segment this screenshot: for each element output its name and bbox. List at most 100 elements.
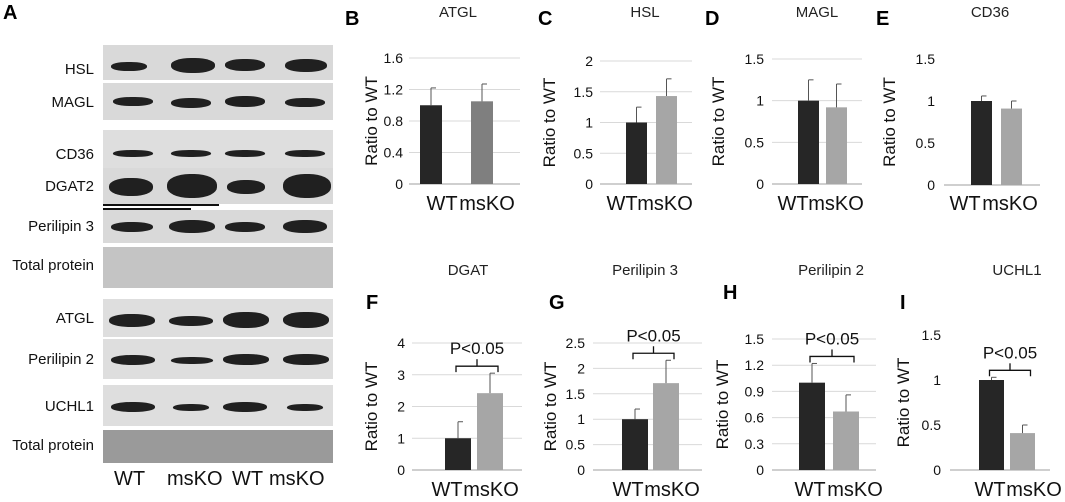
significance-label: P<0.05 [450,339,504,358]
chart-title: HSL [630,4,659,21]
blot-row-label-atgl: ATGL [55,310,94,327]
y-axis-label: Ratio to WT [880,77,899,167]
x-category-label: WT [426,193,457,215]
blot-strip-uchl1 [103,385,333,426]
x-category-label: WT [777,193,808,215]
western-blot-panel: A HSL MAGL CD36 DGAT2 [0,0,340,502]
significance-label: P<0.05 [805,329,859,348]
y-tick-label: 1.5 [566,386,586,402]
panel-letter-a: A [3,2,18,24]
panel-letter-e: E [876,8,890,30]
y-tick-label: 1 [585,115,593,131]
y-tick-label: 1.2 [745,357,765,373]
y-tick-label: 0.5 [922,417,942,433]
y-tick-label: 0 [585,176,593,192]
y-tick-label: 1 [756,93,764,109]
x-category-label: WT [949,193,980,215]
x-category-label: WT [431,479,462,501]
bar-wt [445,438,471,470]
x-category-label: msKO [1006,479,1062,501]
y-tick-label: 1.5 [916,51,936,67]
y-tick-label: 0 [397,462,405,478]
y-tick-label: 2.5 [566,335,586,351]
blot-strip-dgat2 [103,168,333,204]
y-tick-label: 2 [585,53,593,69]
x-category-label: msKO [808,193,864,215]
y-axis-label: Ratio to WT [709,77,728,167]
panel-letter-f: F [366,292,379,314]
significance-bracket [632,352,675,360]
chart-title: MAGL [796,4,839,21]
y-axis-label: Ratio to WT [362,362,381,452]
significance-label: P<0.05 [983,343,1037,362]
lane-label: msKO [269,468,325,490]
blot-row-label-magl: MAGL [51,94,94,111]
y-tick-label: 0 [756,176,764,192]
y-tick-label: 0.9 [745,383,765,399]
bar-wt [799,382,825,470]
x-category-label: msKO [459,193,515,215]
blot-row-label-dgat2: DGAT2 [45,178,94,195]
blot-strip-hsl [103,45,333,80]
blot-row-label-cd36: CD36 [55,146,94,163]
x-category-label: WT [974,479,1005,501]
blot-strip-total-protein [103,430,333,463]
blot-row-label-total-protein: Total protein [12,257,94,274]
bar-wt [979,380,1004,470]
y-tick-label: 1.2 [384,82,404,98]
y-tick-label: 1 [927,93,935,109]
bar-wt [626,122,647,184]
x-category-label: WT [794,479,825,501]
bar-msko [826,107,847,184]
y-tick-label: 1.6 [384,50,404,66]
blot-strip-cd36 [103,130,333,168]
bar-wt [971,101,992,185]
y-tick-label: 1.5 [574,84,594,100]
bar-msko [833,411,859,470]
blot-divider-line [103,208,191,210]
x-category-label: msKO [644,479,700,501]
y-tick-label: 1.5 [745,331,765,347]
y-tick-label: 1.5 [745,51,765,67]
chart-title: DGAT [448,262,489,279]
panel-letter-c: C [538,8,553,30]
chart-title: ATGL [439,4,477,21]
panel-letter-h: H [723,282,738,304]
bar-msko [656,96,677,184]
bar-msko [471,101,493,184]
significance-label: P<0.05 [626,326,680,345]
y-tick-label: 1 [933,372,941,388]
y-tick-label: 0.4 [384,145,404,161]
chart-title: CD36 [971,4,1009,21]
lane-label: WT [232,468,264,490]
y-axis-label: Ratio to WT [894,358,913,448]
x-category-label: msKO [637,193,693,215]
bar-msko [653,383,679,470]
y-tick-label: 0 [577,462,585,478]
x-category-label: msKO [982,193,1038,215]
chart-title: UCHL1 [992,262,1041,279]
blot-divider-line [103,204,219,206]
x-category-label: msKO [463,479,519,501]
y-axis-label: Ratio to WT [362,76,381,166]
bar-msko [1001,108,1022,185]
bar-msko [1010,433,1035,470]
blot-strip-atgl [103,299,333,337]
y-tick-label: 0 [756,462,764,478]
blot-strip-perilipin2 [103,339,333,379]
y-tick-label: 0.5 [745,134,765,150]
y-tick-label: 0.3 [745,436,765,452]
panel-letter-i: I [900,292,906,314]
y-tick-label: 0 [927,177,935,193]
y-axis-label: Ratio to WT [540,78,559,168]
y-tick-label: 2 [577,360,585,376]
x-category-label: WT [606,193,637,215]
blot-row-label-total-protein: Total protein [12,437,94,454]
lane-label: msKO [167,468,223,490]
blot-row-label-perilipin3: Perilipin 3 [28,218,94,235]
y-tick-label: 2 [397,399,405,415]
y-axis-label: Ratio to WT [713,360,732,450]
significance-bracket [455,365,499,373]
bar-wt [798,100,819,184]
